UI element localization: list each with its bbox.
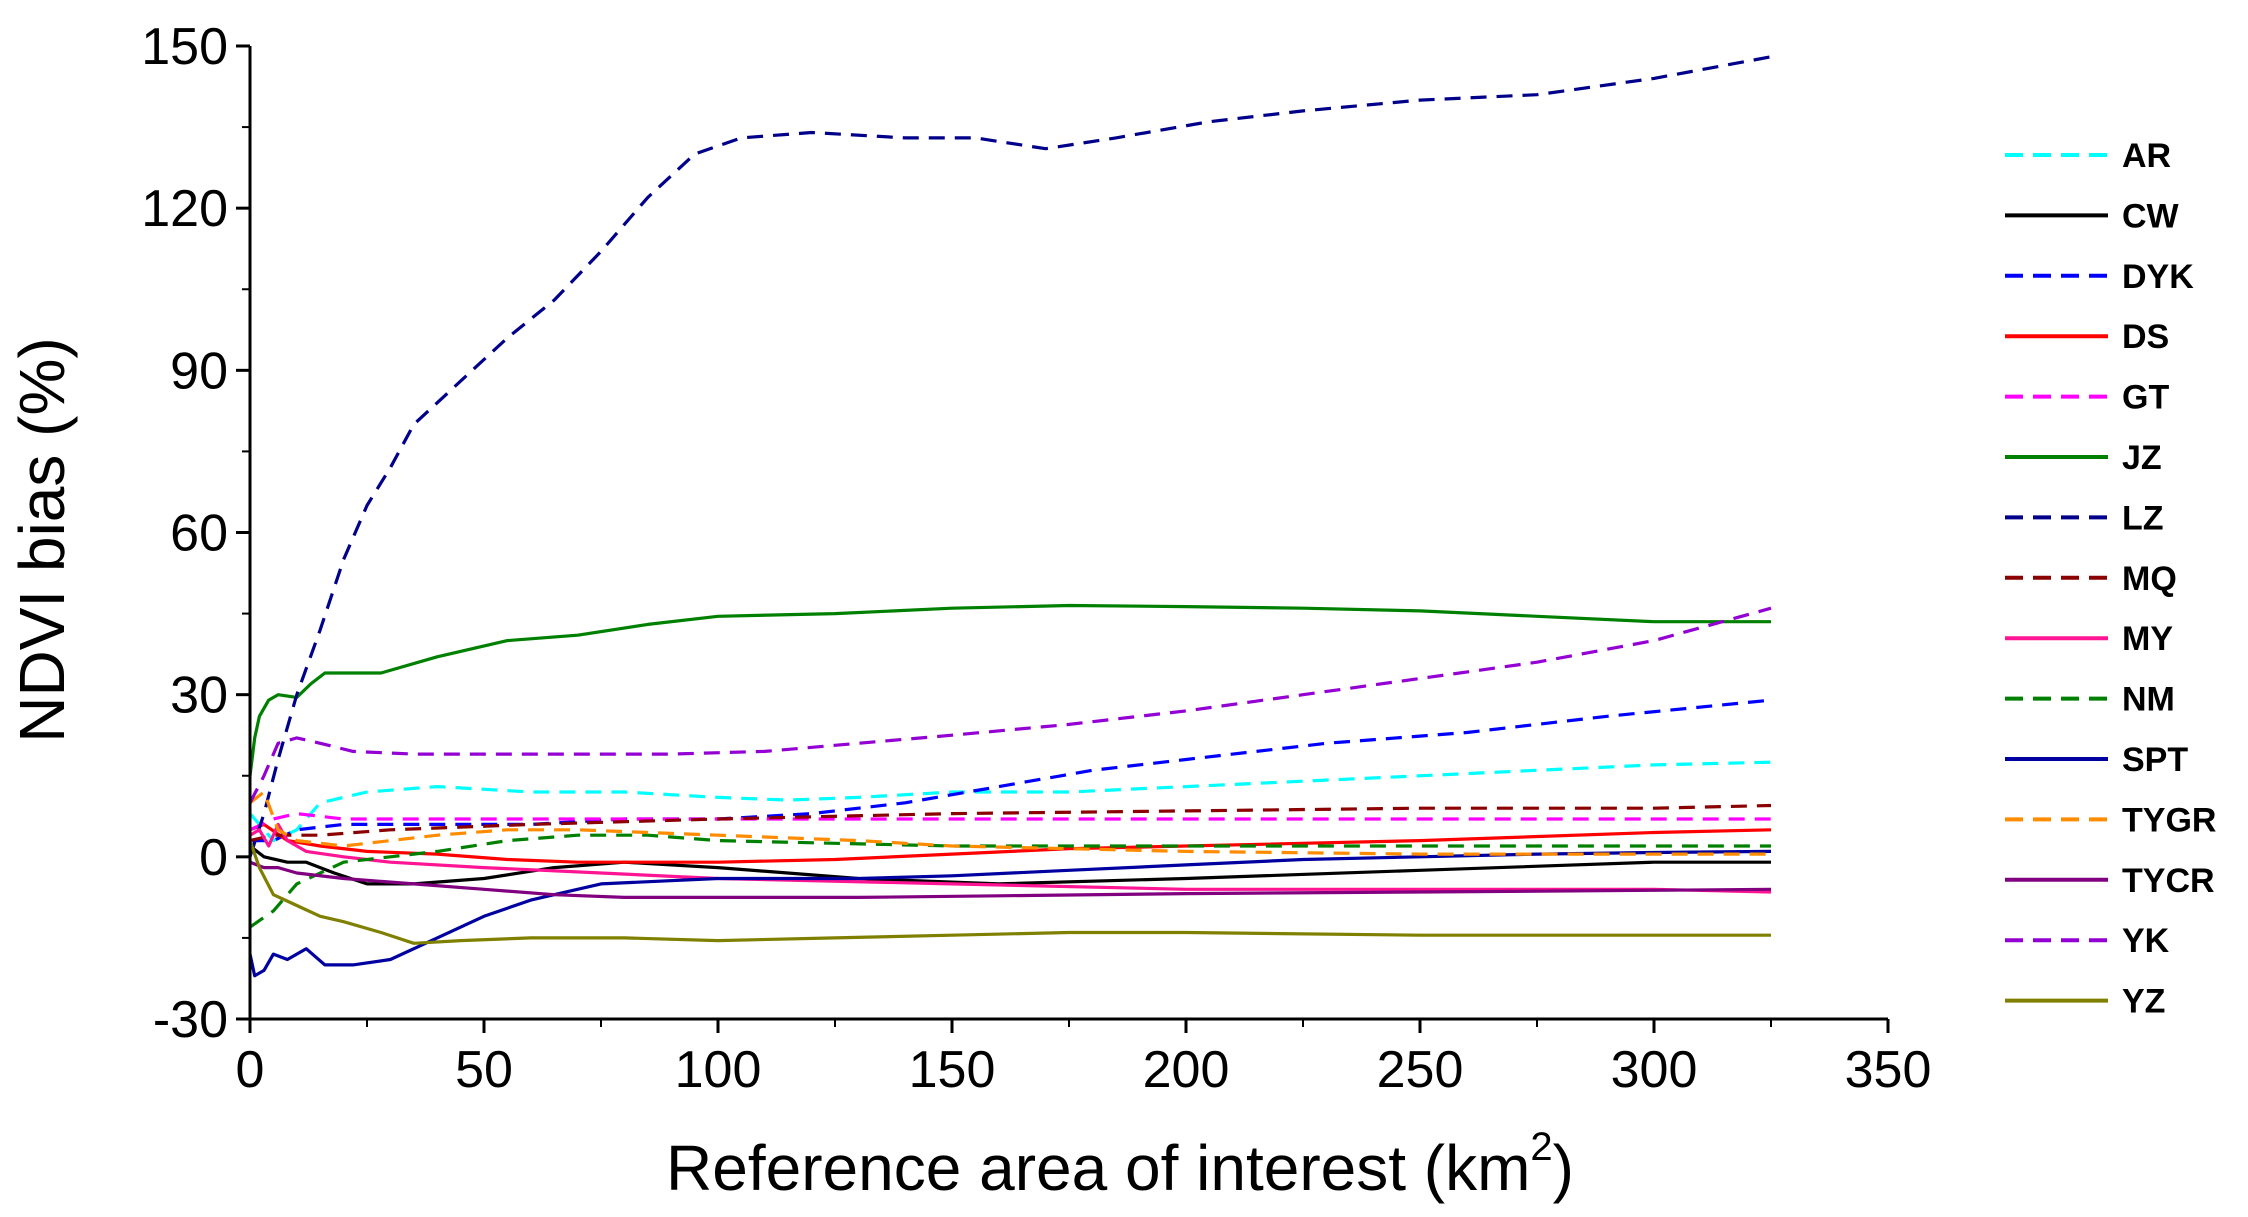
x-tick-label: 50 (455, 1041, 513, 1099)
x-axis-title-suffix: ) (1553, 1132, 1574, 1204)
series-line-jz (248, 603, 1771, 776)
y-tick-label: 30 (170, 667, 228, 725)
y-tick-label: 120 (141, 180, 228, 238)
legend-label-lz: LZ (2122, 499, 2164, 537)
series-line-dyk (250, 698, 1772, 843)
y-tick-label: 90 (170, 342, 228, 400)
x-tick-label: 350 (1845, 1041, 1932, 1099)
series-line-my (249, 822, 1772, 894)
series-line-ds (249, 822, 1772, 864)
legend-label-mq: MQ (2122, 560, 2177, 598)
y-tick-label: 60 (170, 505, 228, 563)
series-line-yk (248, 606, 1772, 804)
series-line-tycr (249, 860, 1772, 899)
legend-label-ds: DS (2122, 318, 2169, 356)
x-tick-label: 200 (1143, 1041, 1230, 1099)
x-tick-label: 150 (909, 1041, 996, 1099)
legend-label-gt: GT (2122, 379, 2169, 417)
legend-label-dyk: DYK (2122, 258, 2194, 296)
series-lines (248, 55, 1772, 978)
series-line-cw (249, 844, 1771, 886)
legend-label-yk: YK (2122, 922, 2170, 960)
series-line-nm (249, 833, 1771, 929)
series-line-spt (248, 849, 1772, 978)
x-axis-title-superscript: 2 (1530, 1125, 1552, 1169)
legend-label-yz: YZ (2122, 983, 2165, 1021)
series-line-lz (248, 55, 1772, 858)
legend-label-ar: AR (2122, 137, 2171, 175)
legend: AR CW DYK DS GT JZ LZ MQ MY NM SPT TYGR TYCR YK YZ (2005, 137, 2216, 1021)
series-line-mq (249, 803, 1772, 843)
y-tick-label: 0 (199, 829, 228, 887)
y-axis-title: NDVI bias (%) (6, 337, 78, 742)
legend-label-spt: SPT (2122, 741, 2188, 779)
x-axis-title: Reference area of interest (km2) (666, 1125, 1574, 1204)
x-axis-title-main: Reference area of interest (km (666, 1132, 1530, 1204)
x-tick-label: 100 (675, 1041, 762, 1099)
series-line-gt (249, 812, 1771, 832)
legend-label-cw: CW (2122, 197, 2180, 235)
legend-label-tycr: TYCR (2122, 862, 2215, 900)
series-line-yz (248, 840, 1771, 945)
x-tick-label: 0 (236, 1041, 265, 1099)
legend-label-tygr: TYGR (2122, 801, 2216, 839)
y-tick-label: 150 (141, 18, 228, 76)
series-line-tygr (249, 790, 1771, 856)
legend-label-jz: JZ (2122, 439, 2162, 477)
legend-label-nm: NM (2122, 681, 2175, 719)
x-tick-label: 300 (1611, 1041, 1698, 1099)
legend-label-my: MY (2122, 620, 2173, 658)
series-line-ar (248, 760, 1772, 843)
x-tick-label: 250 (1377, 1041, 1464, 1099)
y-tick-label: -30 (153, 991, 228, 1049)
